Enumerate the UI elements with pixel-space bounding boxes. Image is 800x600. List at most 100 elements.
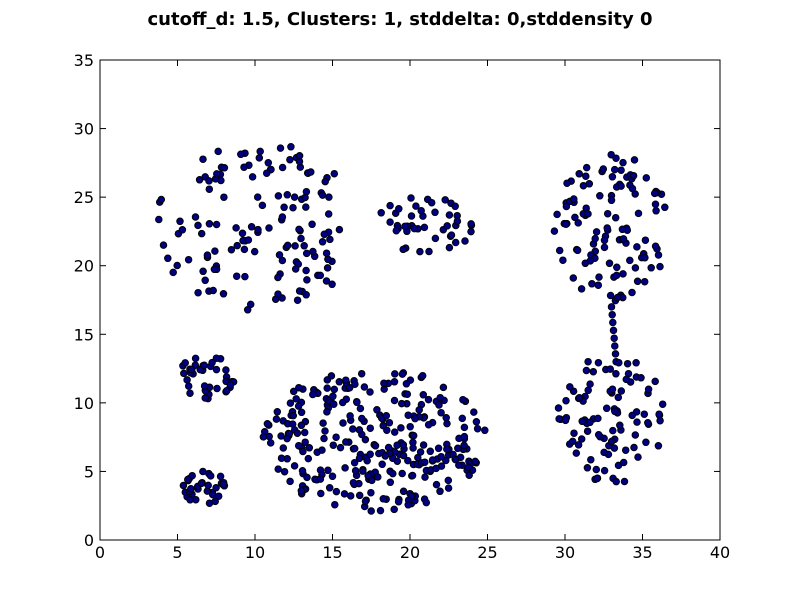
scatter-point bbox=[458, 414, 467, 423]
scatter-point bbox=[647, 264, 655, 272]
scatter-point bbox=[465, 471, 473, 479]
scatter-point bbox=[293, 296, 302, 304]
scatter-point bbox=[379, 495, 388, 503]
scatter-point bbox=[217, 176, 225, 185]
scatter-point bbox=[586, 418, 594, 427]
scatter-point bbox=[374, 473, 382, 481]
scatter-point bbox=[559, 256, 567, 264]
scatter-point bbox=[422, 498, 431, 507]
scatter-point bbox=[283, 434, 291, 443]
scatter-point bbox=[587, 455, 595, 464]
scatter-point bbox=[414, 453, 422, 462]
scatter-point bbox=[325, 484, 334, 492]
scatter-point bbox=[240, 163, 248, 171]
scatter-point bbox=[619, 235, 628, 243]
scatter-point bbox=[238, 229, 247, 238]
scatter-point bbox=[616, 421, 624, 430]
scatter-point bbox=[355, 491, 364, 500]
scatter-point bbox=[155, 215, 163, 224]
scatter-point bbox=[328, 472, 337, 481]
scatter-point bbox=[295, 152, 304, 160]
scatter-point bbox=[612, 154, 620, 162]
scatter-point bbox=[399, 451, 408, 460]
scatter-point bbox=[439, 383, 448, 392]
scatter-point bbox=[326, 235, 334, 244]
scatter-point bbox=[600, 466, 609, 475]
scatter-point bbox=[302, 187, 311, 196]
scatter-point bbox=[596, 192, 604, 200]
scatter-point bbox=[320, 434, 328, 443]
scatter-point bbox=[617, 387, 626, 395]
scatter-point bbox=[351, 380, 359, 388]
scatter-point bbox=[592, 228, 601, 236]
scatter-point bbox=[658, 400, 667, 408]
scatter-point bbox=[613, 293, 622, 302]
scatter-point bbox=[550, 227, 559, 235]
scatter-point bbox=[644, 419, 652, 427]
scatter-point bbox=[629, 171, 638, 180]
scatter-point bbox=[630, 443, 638, 452]
scatter-point bbox=[325, 193, 333, 201]
ticks-layer: 0 5 10 15 20 25 30 35 40 0 5 10 15 20 25 30 35 bbox=[74, 51, 731, 562]
scatter-point bbox=[330, 385, 339, 394]
scatter-point bbox=[208, 358, 216, 367]
scatter-point bbox=[184, 255, 193, 264]
scatter-point bbox=[617, 182, 625, 190]
scatter-point bbox=[404, 411, 412, 419]
scatter-point bbox=[607, 196, 616, 205]
scatter-point bbox=[391, 370, 399, 378]
scatter-point bbox=[606, 291, 615, 300]
scatter-point bbox=[651, 200, 660, 209]
scatter-point bbox=[619, 458, 628, 467]
scatter-point bbox=[265, 224, 273, 232]
scatter-point bbox=[305, 444, 314, 452]
scatter-point bbox=[582, 366, 591, 375]
scatter-point bbox=[633, 277, 642, 286]
scatter-point bbox=[619, 270, 627, 278]
scatter-point bbox=[640, 277, 649, 286]
scatter-point bbox=[472, 418, 481, 426]
scatter-point bbox=[437, 408, 445, 417]
scatter-point bbox=[280, 467, 289, 476]
scatter-point bbox=[633, 243, 641, 251]
scatter-point bbox=[425, 247, 433, 256]
scatter-point bbox=[441, 196, 449, 204]
scatter-point bbox=[398, 370, 407, 378]
scatter-point bbox=[578, 417, 586, 426]
scatter-point bbox=[346, 492, 355, 500]
scatter-point bbox=[615, 358, 623, 367]
scatter-point bbox=[641, 236, 650, 244]
scatter-point bbox=[197, 229, 206, 238]
scatter-point bbox=[157, 195, 166, 204]
scatter-point bbox=[321, 177, 329, 186]
scatter-point bbox=[223, 386, 231, 395]
scatter-point bbox=[319, 419, 327, 427]
scatter-point bbox=[385, 418, 394, 427]
scatter-point bbox=[278, 163, 287, 172]
scatter-point bbox=[258, 201, 267, 210]
scatter-point bbox=[336, 443, 345, 452]
scatter-point bbox=[317, 489, 325, 498]
scatter-point bbox=[407, 194, 415, 202]
scatter-point bbox=[356, 404, 365, 413]
scatter-point bbox=[350, 458, 359, 467]
scatter-point bbox=[612, 271, 621, 280]
scatter-point bbox=[651, 377, 659, 386]
scatter-point bbox=[566, 383, 574, 391]
scatter-point bbox=[377, 209, 385, 217]
y-tick-label: 15 bbox=[74, 325, 94, 344]
scatter-point bbox=[274, 192, 283, 200]
scatter-point bbox=[328, 280, 336, 289]
scatter-point bbox=[324, 255, 332, 264]
scatter-point bbox=[407, 212, 416, 220]
scatter-point bbox=[321, 427, 329, 435]
scatter-point bbox=[200, 361, 208, 370]
scatter-point bbox=[295, 225, 303, 234]
scatter-point bbox=[411, 414, 419, 423]
scatter-point bbox=[371, 442, 380, 450]
scatter-point bbox=[618, 225, 627, 234]
scatter-point bbox=[220, 193, 228, 201]
scatter-point bbox=[367, 507, 375, 515]
scatter-point bbox=[582, 163, 591, 172]
scatter-point bbox=[197, 479, 206, 488]
